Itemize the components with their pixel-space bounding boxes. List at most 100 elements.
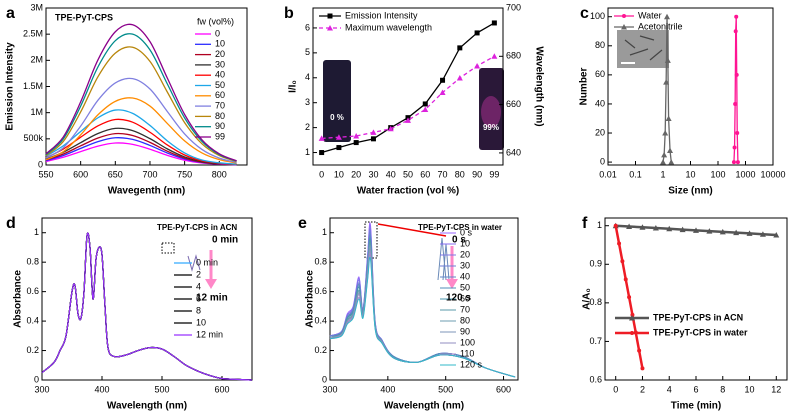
x-tick-label: 300 [322,384,337,394]
marker [439,89,446,96]
x-tick-label: 650 [108,169,123,179]
y-tick-label: 0.2 [26,345,39,355]
x-tick-label: 30 [368,169,378,179]
marker [370,136,376,142]
marker [353,133,360,139]
legend-title: fw (vol%) [197,16,234,26]
legend-label: 6 [196,293,201,303]
data-line [733,16,739,163]
data-line [41,232,253,381]
marker [620,259,625,264]
vial-glow [481,96,501,128]
x-tick-label: 500 [154,384,169,394]
x-tick-label: 0.1 [629,169,642,179]
y-tick-label: 100 [590,11,605,21]
y-tick-label: 0.4 [26,315,39,325]
x-tick-label: 70 [438,169,448,179]
marker [773,231,780,238]
x-tick-label: 99 [489,169,499,179]
marker [319,150,325,156]
legend-label: 10 [215,39,225,49]
legend-label: 50 [460,282,470,292]
x-tick-label: 700 [142,169,157,179]
x-tick-label: 550 [38,169,53,179]
y-tick-label: 2M [30,55,43,65]
marker [640,366,645,371]
data-line [41,232,253,381]
y-axis-label: I/I₀ [288,80,299,93]
plot-frame [329,217,519,381]
legend-label: 2 [196,269,201,279]
data-line [329,234,516,378]
legend-label: 4 [196,281,201,291]
panel-label: a [6,5,15,22]
marker [623,277,628,282]
x-tick-label: 1 [660,169,665,179]
x-tick-label: 100 [710,169,725,179]
tem-texture [624,35,663,61]
x-tick-label: 600 [496,384,511,394]
y-axis-label: A/A₀ [582,288,593,310]
marker [660,159,666,165]
data-line [45,118,237,165]
y-tick-label: 0 [38,159,43,169]
arrow [377,223,447,237]
marker [746,230,753,236]
marker [353,140,359,146]
marker [663,79,670,85]
y-tick-label: 0.6 [314,286,327,296]
legend-label: 0 s [460,227,473,237]
marker [621,24,627,30]
x-tick-label: 60 [420,169,430,179]
y-tick-label: 0.8 [314,257,327,267]
legend-label: TPE-PyT-CPS in water [653,327,748,337]
x-tick-label: 2 [640,384,645,394]
y-tick-label: 680 [506,51,521,61]
marker [335,134,342,140]
annotation: 99% [483,123,499,132]
marker [667,147,674,153]
y-tick-label: 0.6 [26,286,39,296]
x-tick-label: 500 [438,384,453,394]
marker [336,145,342,151]
x-tick-label: 8 [720,384,725,394]
x-tick-label: 10 [745,384,755,394]
marker [665,115,672,121]
data-line [329,247,516,378]
x-tick-label: 400 [94,384,109,394]
y-tick-label: 0 [600,156,605,166]
marker [735,160,740,165]
y-tick-label: 5 [305,47,310,57]
legend-label: 90 [215,121,225,131]
legend-label: 99 [215,131,225,141]
panel-label: f [582,215,588,232]
marker [759,231,766,237]
data-line [329,241,516,378]
marker [474,62,481,69]
marker [661,151,668,158]
y-tick-label: 0 [34,374,39,384]
marker [491,53,498,59]
x-tick-label: 10000 [760,169,785,179]
marker [387,125,394,132]
x-axis-label: Wavelength (nm) [384,401,464,412]
x-axis-label: Wavelength (nm) [107,401,187,412]
data-line [45,77,237,164]
marker [626,223,633,229]
y-axis-label: Absorbance [305,270,316,328]
data-line [329,253,516,378]
legend-label: Water [638,10,662,20]
marker [652,225,659,231]
x-tick-label: 50 [403,169,413,179]
marker [370,129,377,135]
marker [664,57,671,63]
marker [327,25,333,31]
annotation: 120 s [446,293,471,304]
data-line [45,97,237,164]
marker [627,295,632,300]
y-tick-label: 1 [34,227,39,237]
data-line [45,23,237,162]
zoom-box [161,242,175,254]
